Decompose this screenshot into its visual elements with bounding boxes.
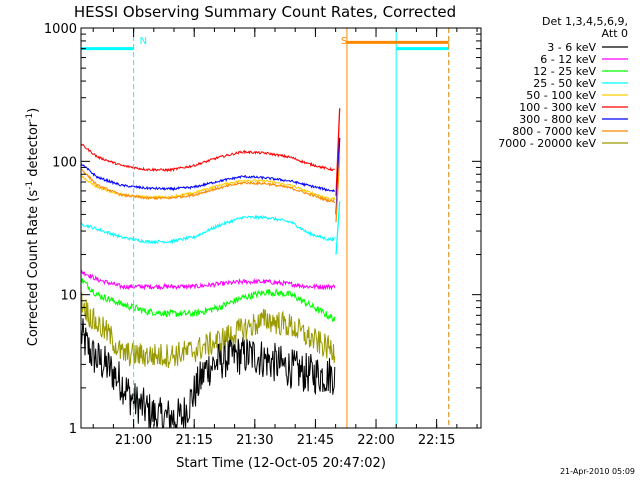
- x-tick-label-5: 22:00: [357, 433, 394, 448]
- series-line-1: [80, 318, 336, 429]
- y-axis-label-base: Corrected Count Rate (s: [26, 190, 41, 347]
- legend-header-line-2: Att 0: [602, 27, 628, 40]
- series-line-9: [80, 292, 336, 369]
- series-line-6: [80, 143, 335, 173]
- legend-label-6: 100 - 300 keV: [519, 101, 596, 114]
- axes-layer: 21:00 21:15 21:30 21:45 22:00 22:15 1 10 100 1000: [44, 22, 482, 448]
- series-line-4: [80, 214, 336, 245]
- flare-segment-3: [335, 155, 341, 223]
- chart-title: HESSI Observing Summary Count Rates, Cor…: [74, 3, 456, 21]
- plot-frame: [80, 27, 482, 429]
- legend-label-8: 800 - 7000 keV: [512, 125, 596, 138]
- x-tick-label-3: 21:30: [236, 433, 273, 448]
- y-axis-label-end: ): [26, 108, 41, 113]
- series-line-2: [80, 269, 336, 291]
- y-tick-label-3: 100: [52, 155, 77, 170]
- timestamp: 21-Apr-2010 05:09: [560, 467, 635, 476]
- y-axis-label-sup-1: -1: [25, 181, 35, 190]
- x-tick-label-4: 21:45: [297, 433, 334, 448]
- y-tick-label-1: 1: [69, 422, 77, 437]
- y-axis-label: Corrected Count Rate (s-1 detector-1): [25, 108, 41, 346]
- legend-label-5: 50 - 100 keV: [526, 89, 596, 102]
- y-tick-label-4: 1000: [44, 22, 77, 37]
- x-tick-label-1: 21:00: [115, 433, 152, 448]
- x-tick-label-2: 21:15: [175, 433, 212, 448]
- y-tick-label-2: 10: [60, 289, 77, 304]
- flare-segment-1: [335, 108, 341, 196]
- legend-header-line-1: Det 1,3,4,5,6,9,: [542, 15, 628, 28]
- legend-label-3: 12 - 25 keV: [533, 65, 596, 78]
- legend-label-1: 3 - 6 keV: [547, 41, 596, 54]
- legend-label-7: 300 - 800 keV: [519, 113, 596, 126]
- annotation-n: N: [140, 36, 147, 47]
- series-line-8: [80, 168, 336, 204]
- flare-segment-4: [335, 201, 341, 255]
- y-axis-label-mid: detector: [26, 121, 41, 181]
- annotation-s: S: [341, 36, 347, 47]
- legend-label-4: 25 - 50 keV: [533, 77, 596, 90]
- y-axis-label-sup-2: -1: [25, 113, 35, 122]
- legend-label-2: 6 - 12 keV: [540, 53, 596, 66]
- x-axis-label: Start Time (12-Oct-05 20:47:02): [176, 456, 386, 471]
- x-tick-label-6: 22:15: [418, 433, 455, 448]
- series-line-7: [80, 162, 335, 193]
- series-line-3: [80, 278, 336, 322]
- legend-label-9: 7000 - 20000 keV: [498, 137, 596, 150]
